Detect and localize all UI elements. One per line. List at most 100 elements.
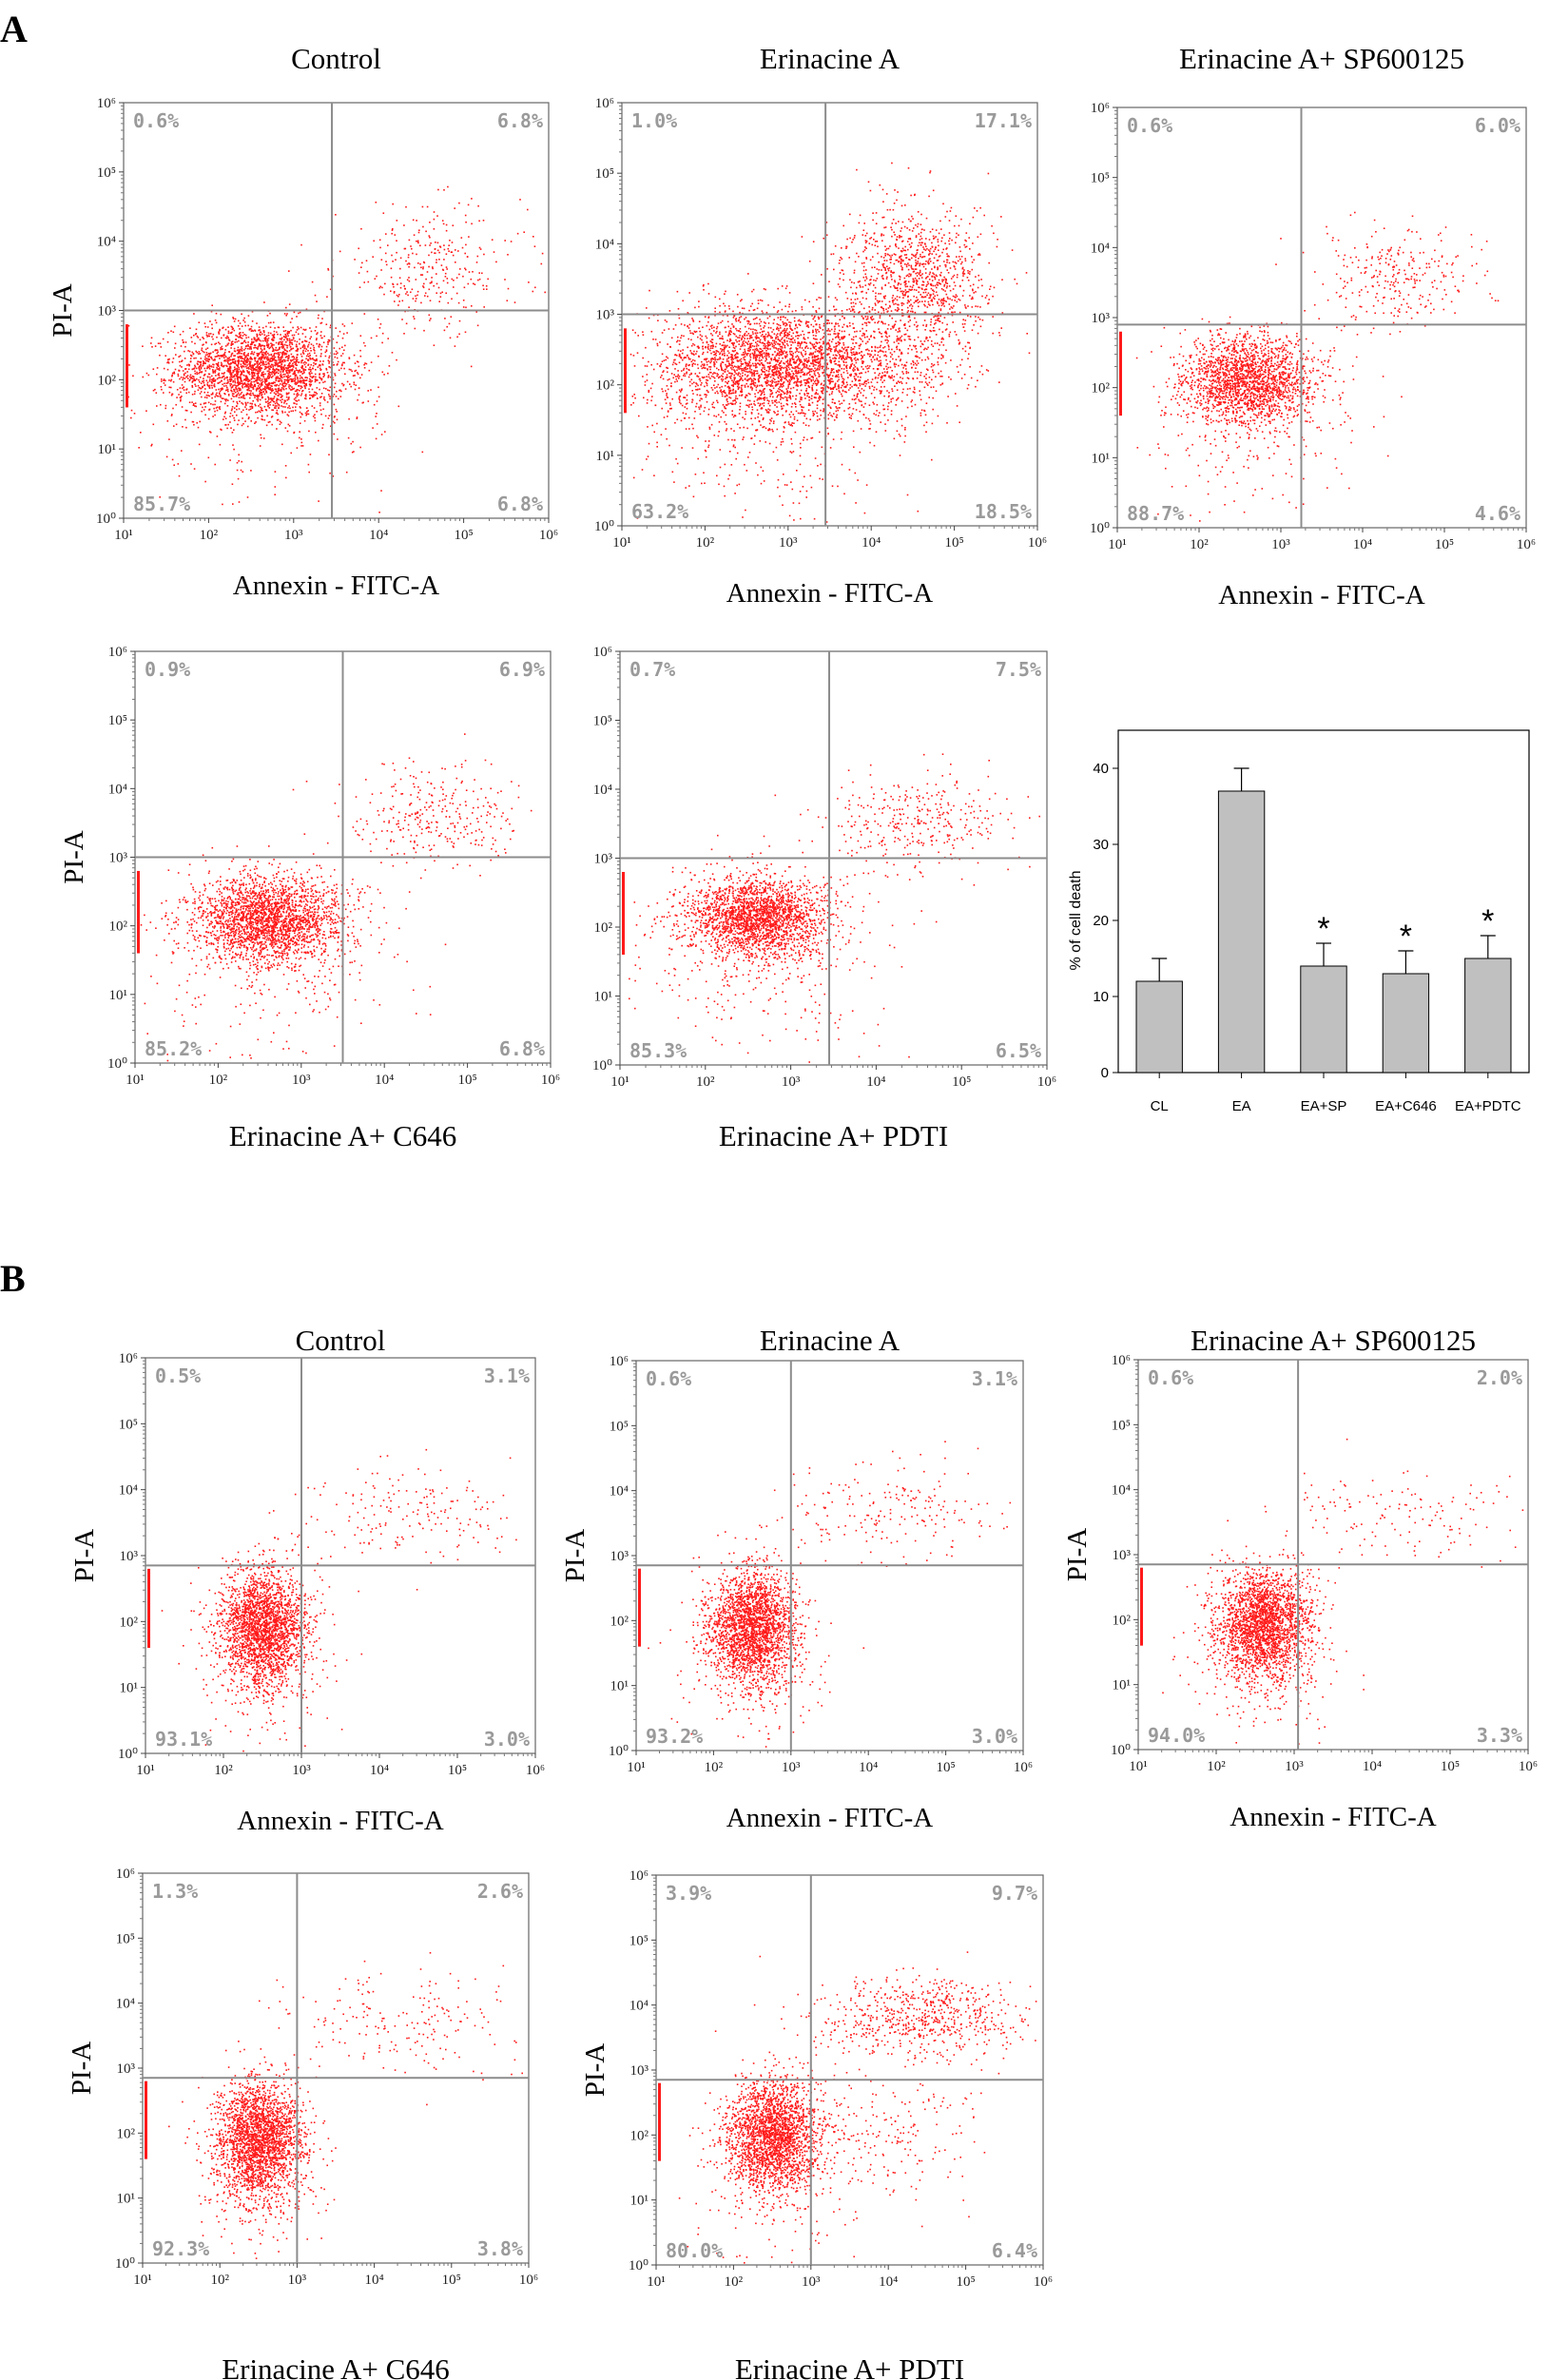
dot [807,372,810,374]
dot [733,377,736,380]
dot [734,349,736,352]
dot [813,357,816,358]
dot [482,284,484,287]
dot [179,397,182,398]
dot [296,358,299,361]
dot [194,365,197,368]
dot [285,306,287,309]
dot [223,418,224,420]
dot [276,397,279,400]
dot [242,422,244,425]
dot [355,384,358,386]
dot [272,348,275,350]
dot [385,233,387,235]
dot [300,385,302,387]
dot [684,324,686,326]
dot [192,353,195,355]
dot [254,375,256,377]
dot [329,386,332,389]
dot [746,367,749,370]
dot [721,367,723,369]
dot [808,300,810,303]
dot [315,369,317,371]
dot [267,345,270,347]
dot [810,380,813,382]
dot [739,373,742,376]
dot [210,403,212,405]
dot [154,345,157,347]
dot [812,331,814,333]
dot [836,407,838,410]
dot [257,367,260,369]
dot [288,386,290,388]
dot [227,368,229,370]
dot [288,392,290,395]
dot [286,378,289,380]
dot [669,404,671,406]
dot [249,364,251,367]
dot [730,354,732,356]
dot [272,349,275,351]
dot [464,214,467,217]
dot [837,364,839,366]
dot [263,338,266,339]
dot [748,367,751,370]
dot [292,364,295,367]
dot [212,379,214,382]
dot [686,398,688,401]
dot [840,386,842,389]
dot [272,404,275,406]
dot [467,203,470,206]
dot [835,308,838,311]
dot [460,237,463,239]
dot [316,358,318,360]
dot [785,342,788,345]
dot [288,384,290,386]
dot [741,384,744,387]
dot [228,358,231,361]
dot [189,360,192,362]
dot [258,326,261,328]
dot [233,350,236,352]
dot [852,342,854,344]
dot [773,411,775,413]
dot [740,365,742,367]
dot [782,383,784,385]
dot [792,386,795,389]
dot [462,306,465,308]
dot [292,378,295,380]
dot [716,367,718,370]
dot [445,266,448,268]
dot [327,377,329,378]
dot [259,379,261,381]
dot [478,272,480,274]
dot [816,389,818,392]
dot [755,429,757,432]
dot [233,329,236,332]
dot [739,376,741,377]
dot [263,363,266,366]
dot [839,319,842,320]
dot [304,377,307,378]
dot [218,382,220,384]
dot [275,368,278,371]
dot [879,346,881,348]
dot [411,288,414,291]
dot [791,358,793,359]
dot [254,385,257,388]
dot [692,319,694,321]
dot [245,365,247,368]
dot [721,375,723,377]
dot [681,389,683,392]
dot [707,379,709,381]
dot [271,388,274,390]
dot [238,419,240,421]
dot [739,358,741,361]
dot [322,341,325,343]
dot [201,371,203,374]
dot [661,407,663,410]
dot [256,339,259,340]
dot [256,362,259,365]
dot [171,375,173,377]
dot [719,358,722,360]
